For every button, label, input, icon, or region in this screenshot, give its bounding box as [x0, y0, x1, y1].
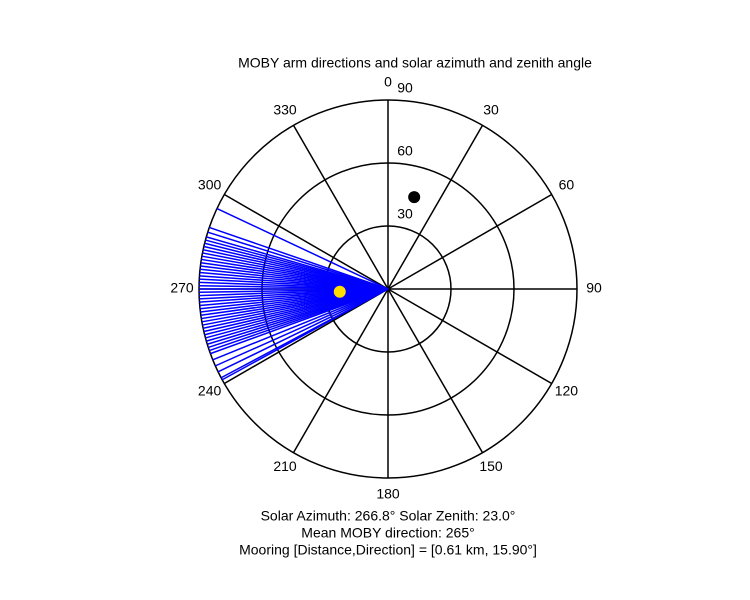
theta-tick-label: 0 — [384, 74, 392, 90]
theta-tick-label: 180 — [376, 486, 400, 502]
theta-tick-label: 330 — [273, 101, 297, 117]
theta-tick-label: 90 — [586, 280, 602, 296]
mooring-point — [408, 191, 421, 204]
spoke — [387, 288, 553, 385]
spoke — [387, 193, 553, 290]
theta-tick-label: 210 — [273, 458, 297, 474]
annotation: Mooring [Distance,Direction] = [0.61 km,… — [239, 542, 537, 558]
arm-direction — [209, 226, 389, 290]
spoke — [292, 124, 389, 290]
theta-tick-label: 30 — [483, 101, 499, 117]
theta-tick-label: 300 — [198, 177, 222, 193]
arm-direction — [221, 288, 389, 381]
solar-point — [333, 285, 346, 298]
theta-tick-label: 240 — [198, 383, 222, 399]
arm-direction — [212, 288, 389, 361]
arm-direction — [216, 207, 389, 290]
annotation: Mean MOBY direction: 265° — [301, 525, 474, 541]
r-tick-label: 30 — [397, 206, 413, 222]
theta-tick-label: 60 — [559, 177, 575, 193]
r-tick-label: 90 — [397, 80, 413, 96]
theta-tick-label: 150 — [479, 458, 503, 474]
arm-direction — [210, 288, 389, 355]
spoke — [223, 193, 389, 290]
spoke — [387, 288, 484, 454]
annotation: Solar Azimuth: 266.8° Solar Zenith: 23.0… — [261, 508, 516, 524]
arm-direction — [217, 288, 389, 373]
arm-direction — [215, 288, 389, 367]
chart-title: MOBY arm directions and solar azimuth an… — [238, 55, 592, 71]
spoke — [387, 124, 484, 290]
arm-direction — [207, 231, 389, 290]
r-tick-label: 60 — [397, 143, 413, 159]
theta-tick-label: 120 — [555, 383, 579, 399]
spoke — [292, 288, 389, 454]
theta-tick-label: 270 — [170, 280, 194, 296]
